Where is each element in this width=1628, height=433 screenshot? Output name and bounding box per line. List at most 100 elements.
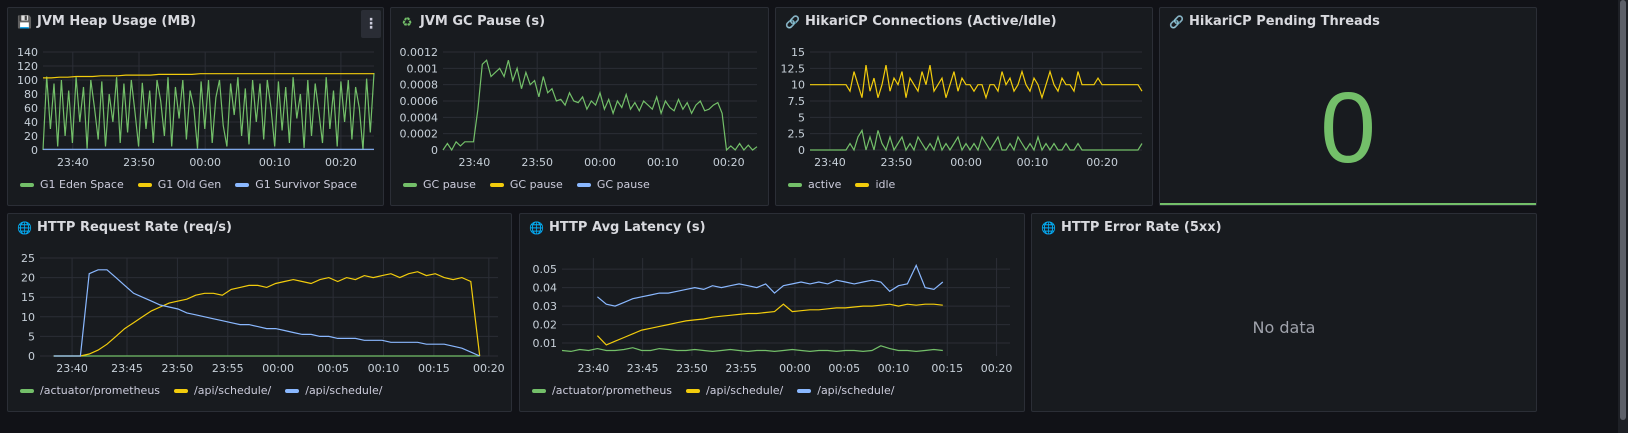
x-tick-label: 23:50 xyxy=(676,362,708,375)
legend-label: /api/schedule/ xyxy=(305,384,383,397)
legend-label: G1 Old Gen xyxy=(157,178,222,191)
y-tick-label: 5 xyxy=(28,330,35,343)
legend-item[interactable]: GC pause xyxy=(576,178,650,191)
chart-http-request-rate[interactable]: 0 5 10 15 20 25 23:40 23:45 23:50 23:55 00:00 00:05… xyxy=(8,214,513,384)
chart-hikari-connections[interactable]: 0 2.5 5 7.5 10 12.5 15 23:40 23:50 00:00 00:10 00:2… xyxy=(776,8,1154,178)
legend-item[interactable]: /api/schedule/ xyxy=(686,384,783,397)
panel-title-hikari-pending[interactable]: 🔗 HikariCP Pending Threads xyxy=(1169,14,1380,29)
series-line-g1-old-gen[interactable] xyxy=(43,73,374,79)
x-tick-label: 23:45 xyxy=(627,362,659,375)
legend-item[interactable]: /api/schedule/ xyxy=(174,384,271,397)
panel-title-hikari-connections[interactable]: 🔗 HikariCP Connections (Active/Idle) xyxy=(785,14,1057,29)
panel-http-request-rate[interactable]: 🌐 HTTP Request Rate (req/s) 0 5 10 15 20 25 23… xyxy=(7,213,512,412)
legend-jvm-heap: G1 Eden Space G1 Old Gen G1 Survivor Spa… xyxy=(20,178,357,191)
panel-title-http-latency[interactable]: 🌐 HTTP Avg Latency (s) xyxy=(529,220,706,235)
legend-reqrate: /actuator/prometheus /api/schedule/ /api… xyxy=(20,384,382,397)
x-tick-label: 00:00 xyxy=(584,156,616,169)
panel-title-text: HTTP Error Rate (5xx) xyxy=(1061,220,1222,235)
panel-http-error-rate[interactable]: 🌐 HTTP Error Rate (5xx) No data xyxy=(1031,213,1537,412)
legend-item[interactable]: G1 Eden Space xyxy=(20,178,124,191)
y-tick-label: 140 xyxy=(17,46,38,59)
series-line--actuator-prometheus[interactable] xyxy=(561,345,943,353)
legend-jvm-gc: GC pause GC pause GC pause xyxy=(403,178,650,191)
globe-icon: 🌐 xyxy=(17,220,32,235)
y-tick-label: 0.0006 xyxy=(400,95,439,108)
series-line--api-schedule-[interactable] xyxy=(53,271,481,357)
x-tick-label: 00:20 xyxy=(1086,156,1118,169)
panel-title-http-error-rate[interactable]: 🌐 HTTP Error Rate (5xx) xyxy=(1041,220,1222,235)
legend-item[interactable]: idle xyxy=(855,178,895,191)
legend-swatch xyxy=(532,388,546,393)
legend-item[interactable]: G1 Survivor Space xyxy=(235,178,357,191)
globe-icon: 🌐 xyxy=(529,220,544,235)
legend-label: /actuator/prometheus xyxy=(40,384,161,397)
x-tick-label: 00:10 xyxy=(647,156,679,169)
panel-title-jvm-heap[interactable]: 💾 JVM Heap Usage (MB) xyxy=(17,14,196,29)
series-line-g1-eden-space[interactable] xyxy=(42,72,375,151)
legend-item[interactable]: active xyxy=(788,178,841,191)
series-line--api-schedule-[interactable] xyxy=(597,263,944,307)
legend-label: GC pause xyxy=(509,178,563,191)
legend-item[interactable]: GC pause xyxy=(489,178,563,191)
y-tick-label: 5 xyxy=(798,111,805,124)
legend-swatch xyxy=(137,182,152,187)
panel-title-text: HikariCP Pending Threads xyxy=(1189,14,1380,29)
legend-label: /api/schedule/ xyxy=(706,384,784,397)
legend-label: idle xyxy=(875,178,896,191)
legend-item[interactable]: /actuator/prometheus xyxy=(20,384,160,397)
panel-jvm-heap[interactable]: 💾 JVM Heap Usage (MB) ⋮ 0 20 40 60 80 100 120 1… xyxy=(7,7,384,206)
link-icon: 🔗 xyxy=(1169,14,1184,29)
x-tick-label: 00:00 xyxy=(779,362,811,375)
series-line--api-schedule-[interactable] xyxy=(596,303,943,346)
legend-swatch xyxy=(235,182,250,187)
chart-http-latency[interactable]: 0.01 0.02 0.03 0.04 0.05 23:40 23:45 23:50 23:55… xyxy=(520,214,1026,384)
legend-item[interactable]: /api/schedule/ xyxy=(285,384,382,397)
panel-hikari-pending[interactable]: 🔗 HikariCP Pending Threads 0 xyxy=(1159,7,1537,206)
legend-item[interactable]: /api/schedule/ xyxy=(797,384,894,397)
x-tick-label: 23:50 xyxy=(521,156,553,169)
x-tick-label: 00:10 xyxy=(1017,156,1049,169)
series-line-gc-pause[interactable] xyxy=(442,59,758,152)
series-line-idle[interactable] xyxy=(810,64,1143,100)
panel-http-latency[interactable]: 🌐 HTTP Avg Latency (s) 0.01 0.02 0.03 0.04 0… xyxy=(519,213,1025,412)
x-tick-label: 00:10 xyxy=(878,362,910,375)
panel-hikari-connections[interactable]: 🔗 HikariCP Connections (Active/Idle) 0 2.… xyxy=(775,7,1153,206)
y-tick-label: 0.04 xyxy=(533,282,558,295)
y-tick-label: 15 xyxy=(791,46,805,59)
y-tick-label: 12.5 xyxy=(781,62,806,75)
stat-value: 0 xyxy=(1320,72,1376,184)
legend-label: active xyxy=(808,178,842,191)
page-scrollbar[interactable] xyxy=(1618,0,1628,433)
chart-jvm-gc[interactable]: 0 0.0002 0.0004 0.0006 0.0008 0.001 0.0012 23:4… xyxy=(391,8,770,178)
legend-item[interactable]: /actuator/prometheus xyxy=(532,384,672,397)
x-tick-label: 00:20 xyxy=(325,156,357,169)
x-tick-label: 23:40 xyxy=(578,362,610,375)
x-tick-label: 23:50 xyxy=(123,156,155,169)
legend-label: G1 Survivor Space xyxy=(255,178,358,191)
legend-swatch xyxy=(855,182,870,187)
y-tick-label: 0.001 xyxy=(407,62,439,75)
y-tick-label: 40 xyxy=(24,116,38,129)
legend-swatch xyxy=(20,182,34,187)
x-tick-label: 00:05 xyxy=(828,362,860,375)
legend-swatch xyxy=(285,388,300,393)
panel-jvm-gc[interactable]: ♻ JVM GC Pause (s) 0 0.0002 0.0004 0.0006 0.… xyxy=(390,7,769,206)
x-tick-label: 23:50 xyxy=(880,156,912,169)
panel-menu-button[interactable]: ⋮ xyxy=(361,10,381,38)
x-tick-label: 00:10 xyxy=(368,362,400,375)
scrollbar-thumb[interactable] xyxy=(1620,0,1626,420)
no-data-message: No data xyxy=(1252,318,1316,337)
legend-item[interactable]: G1 Old Gen xyxy=(137,178,222,191)
x-tick-label: 23:55 xyxy=(725,362,757,375)
x-tick-label: 23:55 xyxy=(212,362,244,375)
y-tick-label: 0.05 xyxy=(533,263,558,276)
x-tick-label: 00:10 xyxy=(259,156,291,169)
series-line-active[interactable] xyxy=(810,128,1143,152)
legend-item[interactable]: GC pause xyxy=(403,178,476,191)
panel-title-http-request-rate[interactable]: 🌐 HTTP Request Rate (req/s) xyxy=(17,220,232,235)
legend-label: GC pause xyxy=(596,178,650,191)
legend-label: G1 Eden Space xyxy=(40,178,124,191)
panel-title-jvm-gc[interactable]: ♻ JVM GC Pause (s) xyxy=(400,14,545,29)
series-line--api-schedule-[interactable] xyxy=(53,269,480,357)
